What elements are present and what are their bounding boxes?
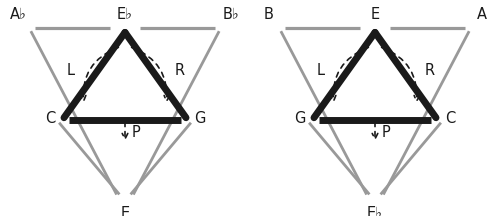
Text: B♭: B♭ <box>223 6 240 22</box>
Text: L: L <box>316 63 324 78</box>
Text: B: B <box>264 6 274 22</box>
Text: A: A <box>476 6 486 22</box>
Text: G: G <box>294 111 306 126</box>
Text: E♭: E♭ <box>367 206 383 216</box>
Text: E: E <box>120 206 130 216</box>
Text: A♭: A♭ <box>10 6 27 22</box>
Text: L: L <box>66 63 74 78</box>
Text: E♭: E♭ <box>117 6 133 22</box>
Text: E: E <box>370 6 380 22</box>
Text: G: G <box>194 111 205 126</box>
Text: C: C <box>445 111 455 126</box>
Text: P: P <box>382 125 390 140</box>
Text: R: R <box>174 63 184 78</box>
Text: P: P <box>132 125 140 140</box>
Text: C: C <box>45 111 55 126</box>
Text: R: R <box>424 63 434 78</box>
